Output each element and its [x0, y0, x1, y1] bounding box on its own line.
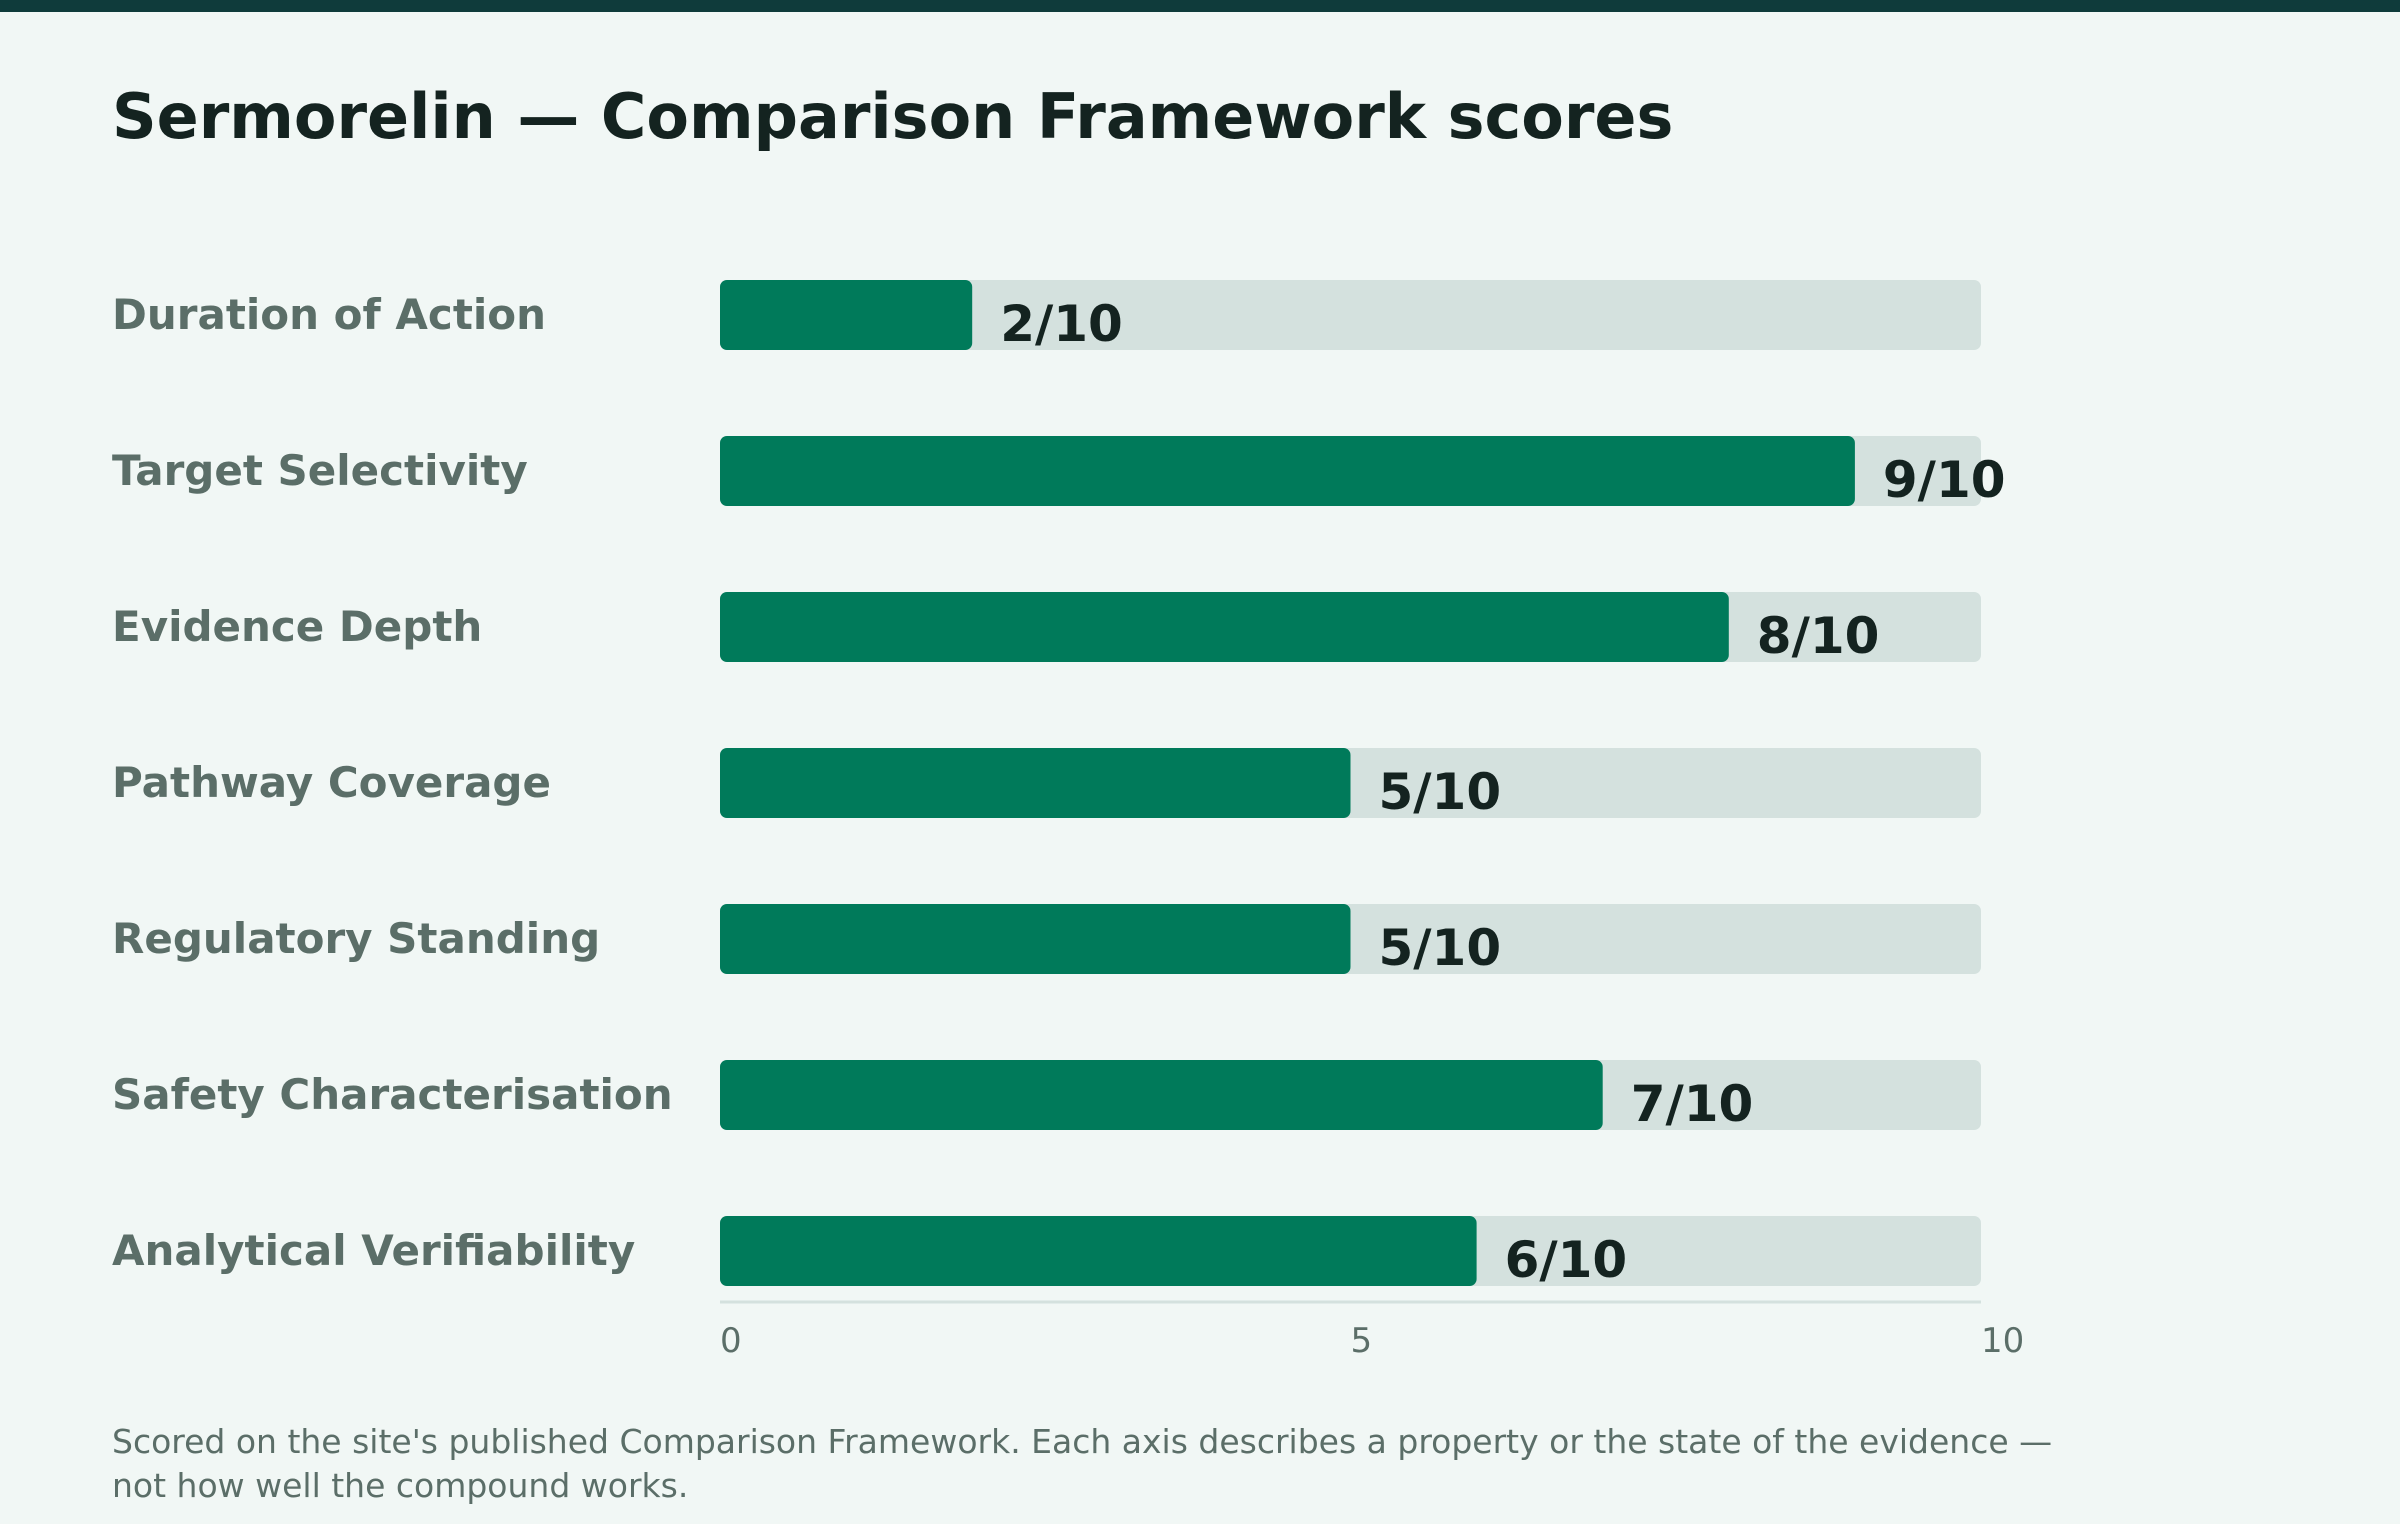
category-label: Pathway Coverage [112, 758, 551, 807]
value-label: 7/10 [1631, 1075, 1754, 1133]
bar [720, 436, 1855, 506]
bar [720, 1216, 1477, 1286]
bar [720, 748, 1351, 818]
bar-track [720, 280, 1981, 350]
value-label: 6/10 [1505, 1231, 1628, 1289]
chart-footnote: Scored on the site's published Compariso… [112, 1422, 2053, 1505]
value-label: 2/10 [1000, 295, 1123, 353]
x-tick-label: 10 [1981, 1321, 2024, 1361]
x-tick-label: 5 [1351, 1321, 1373, 1361]
value-label: 5/10 [1379, 763, 1502, 821]
category-label: Regulatory Standing [112, 914, 600, 963]
bar [720, 280, 973, 350]
category-label: Analytical Verifiability [112, 1226, 635, 1275]
bar [720, 592, 1729, 662]
value-label: 9/10 [1883, 451, 2006, 509]
bar [720, 1060, 1603, 1130]
category-label: Duration of Action [112, 290, 546, 339]
category-label: Safety Characterisation [112, 1070, 673, 1119]
value-label: 8/10 [1757, 607, 1880, 665]
category-label: Evidence Depth [112, 602, 482, 651]
header-accent-bar [0, 0, 2400, 12]
value-label: 5/10 [1379, 919, 1502, 977]
x-tick-label: 0 [720, 1321, 742, 1361]
bar [720, 904, 1351, 974]
score-bar-chart: Duration of Action 2/10 Target Selectivity… [112, 280, 2024, 1361]
category-label: Target Selectivity [112, 446, 528, 495]
chart-title: Sermorelin — Comparison Framework scores [112, 80, 1674, 153]
